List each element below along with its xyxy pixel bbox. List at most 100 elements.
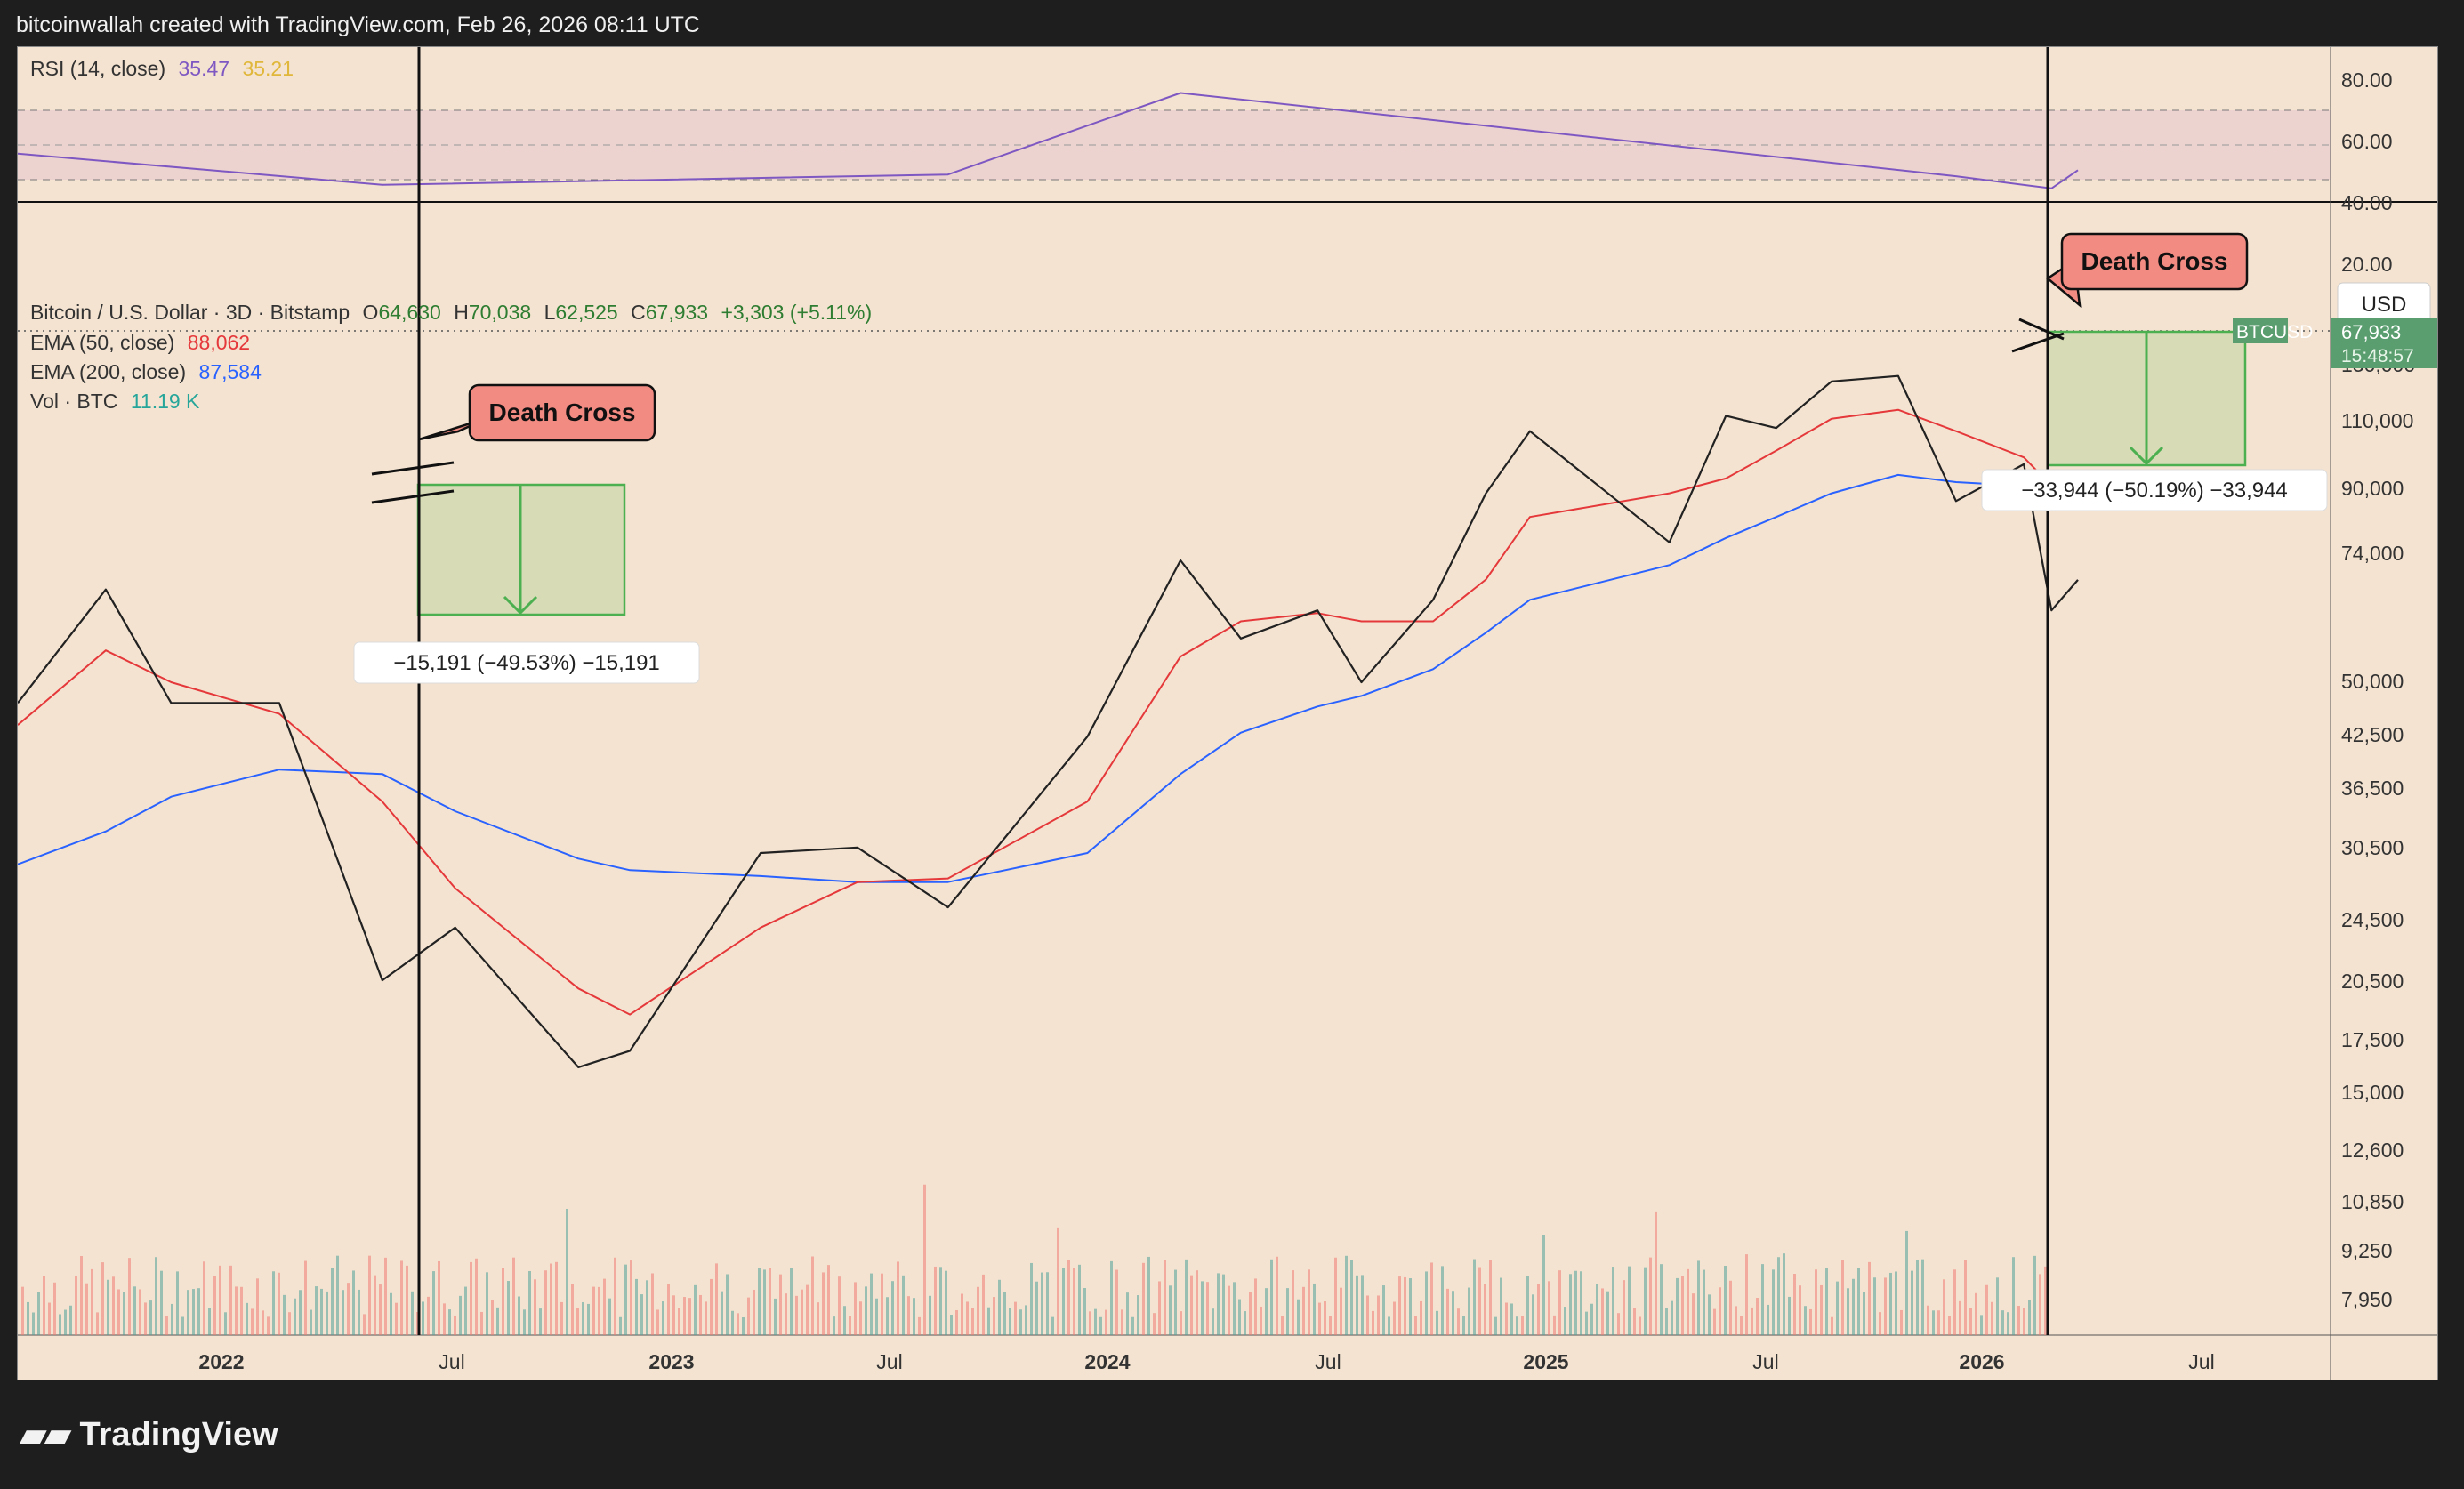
trendline-2b[interactable] — [2011, 332, 2065, 353]
volume-bar — [59, 1314, 61, 1335]
volume-bar — [43, 1276, 45, 1335]
volume-bar — [1911, 1270, 1913, 1335]
volume-bar — [512, 1257, 515, 1335]
death-cross-callout-1[interactable]: Death Cross — [418, 383, 656, 442]
volume-bar — [1153, 1313, 1156, 1335]
volume-bar — [608, 1298, 611, 1335]
volume-bar — [1735, 1306, 1737, 1335]
volume-bar — [1244, 1311, 1246, 1335]
btcusd-price-label[interactable]: BTCUSD 67,933 15:48:57 — [2233, 318, 2437, 368]
volume-bar — [1985, 1284, 1988, 1335]
volume-bar — [2023, 1308, 2025, 1335]
trendline-1a[interactable] — [371, 461, 455, 476]
volume-bar — [715, 1263, 718, 1335]
volume-bar — [672, 1295, 675, 1335]
volume-bar — [406, 1265, 408, 1335]
volume-bar — [1516, 1316, 1518, 1335]
volume-bar — [1249, 1292, 1252, 1335]
volume-bar — [1532, 1294, 1534, 1335]
volume-bar — [939, 1267, 942, 1335]
death-cross-label-2: Death Cross — [2082, 247, 2228, 275]
volume-bar — [1932, 1310, 1935, 1335]
volume-bar — [502, 1268, 504, 1335]
chart-frame[interactable]: Death Cross Death Cross −15,191 (−49.53%… — [17, 46, 2438, 1380]
volume-bar — [1494, 1316, 1497, 1335]
volume-bar — [1991, 1301, 1993, 1335]
volume-bar — [1286, 1288, 1289, 1335]
volume-bar — [1436, 1310, 1438, 1335]
volume-bar — [133, 1286, 136, 1335]
rsi-value: 35.47 — [179, 57, 230, 80]
volume-bar — [1671, 1300, 1673, 1335]
price-tick: 90,000 — [2341, 477, 2404, 500]
volume-bar — [523, 1309, 526, 1335]
volume-bar — [1703, 1269, 1705, 1335]
volume-bar — [624, 1264, 627, 1335]
volume-bar — [630, 1260, 632, 1335]
volume-bar — [582, 1302, 584, 1335]
volume-bar — [1975, 1292, 1977, 1335]
volume-bar — [678, 1308, 680, 1335]
volume-bar — [961, 1293, 963, 1335]
volume-bar — [1905, 1230, 1908, 1335]
volume-bar — [1585, 1311, 1588, 1335]
volume-bar — [1334, 1257, 1337, 1335]
tradingview-branding[interactable]: ▰▰ TradingView — [20, 1414, 278, 1455]
volume-bar — [1276, 1256, 1278, 1335]
symbol-label: Bitcoin / U.S. Dollar · 3D · Bitstamp — [30, 301, 350, 324]
volume-bar — [1180, 1311, 1182, 1335]
volume-bar — [1921, 1259, 1924, 1335]
volume-bar — [1356, 1275, 1358, 1335]
time-tick: Jul — [1315, 1350, 1341, 1373]
volume-bar — [91, 1268, 93, 1335]
volume-bar — [966, 1301, 969, 1335]
volume-bar — [1521, 1316, 1524, 1335]
volume-bar — [1655, 1211, 1657, 1335]
volume-bar — [1948, 1316, 1951, 1335]
rsi-tick-40: 40.00 — [2341, 191, 2393, 214]
volume-bar — [1825, 1268, 1828, 1335]
price-tick: 17,500 — [2341, 1028, 2404, 1051]
volume-bar — [1420, 1300, 1422, 1335]
volume-bar — [299, 1290, 302, 1335]
volume-bar — [272, 1271, 275, 1335]
volume-bar — [1633, 1308, 1636, 1335]
volume-bar — [763, 1269, 766, 1335]
volume-bar — [838, 1276, 841, 1335]
volume-bar — [929, 1295, 931, 1335]
ema50-line — [17, 408, 2079, 1016]
volume-bar — [96, 1312, 99, 1335]
volume-bar — [1078, 1264, 1081, 1335]
volume-bar — [320, 1288, 323, 1335]
death-cross-callout-2[interactable]: Death Cross — [2045, 232, 2249, 308]
volume-bar — [1457, 1308, 1460, 1335]
volume-bar — [32, 1312, 35, 1335]
volume-label: Vol · BTC — [30, 390, 117, 413]
volume-bar — [1836, 1281, 1839, 1335]
volume-bar — [69, 1305, 72, 1335]
volume-bar — [640, 1294, 643, 1335]
volume-bar — [144, 1302, 147, 1335]
volume-bar — [742, 1316, 745, 1335]
volume-bar — [1617, 1313, 1620, 1335]
volume-bar — [1446, 1288, 1449, 1335]
volume-bar — [1767, 1304, 1769, 1335]
chart-canvas[interactable]: Death Cross Death Cross −15,191 (−49.53%… — [17, 47, 2437, 1380]
volume-bar — [374, 1275, 376, 1335]
volume-bar — [203, 1261, 205, 1335]
volume-bar — [1190, 1275, 1193, 1335]
volume-bar — [886, 1297, 889, 1335]
ema200-label: EMA (200, close) — [30, 360, 186, 383]
volume-bar — [1009, 1308, 1011, 1335]
price-label-countdown: 15:48:57 — [2341, 346, 2414, 366]
low-label: L — [544, 301, 556, 324]
trendline-1b[interactable] — [371, 489, 455, 504]
volume-bar — [1863, 1292, 1865, 1335]
volume-bar — [2028, 1300, 2031, 1335]
volume-bar — [1697, 1260, 1700, 1335]
price-tick: 42,500 — [2341, 723, 2404, 746]
volume-bar — [1099, 1316, 1102, 1335]
volume-bar — [400, 1260, 403, 1335]
volume-bar — [1388, 1316, 1390, 1335]
volume-bar — [235, 1286, 238, 1335]
